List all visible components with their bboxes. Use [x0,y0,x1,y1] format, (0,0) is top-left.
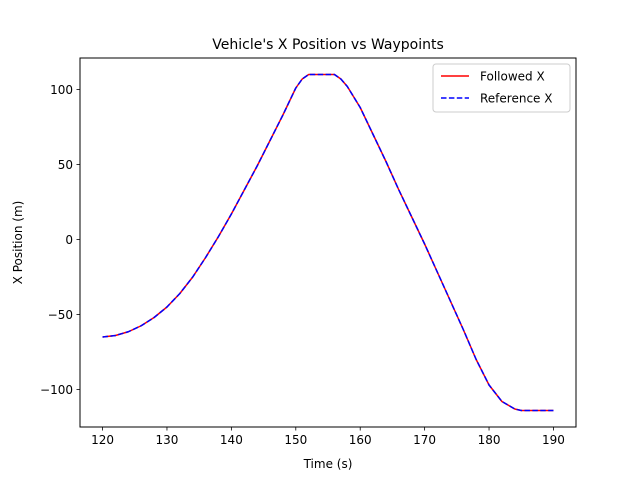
y-tick-label: 50 [58,158,73,172]
x-axis-label: Time (s) [303,457,353,471]
x-tick-label: 130 [156,433,179,447]
y-tick-label: 0 [65,233,73,247]
x-tick-label: 120 [91,433,114,447]
chart-title: Vehicle's X Position vs Waypoints [212,37,444,53]
series-line-reference-x [102,73,554,412]
legend-label-reference-x: Reference X [480,92,552,106]
x-tick-label: 180 [478,433,501,447]
y-axis-label: X Position (m) [11,201,25,285]
legend: Followed X Reference X [432,63,571,113]
x-tick-label: 160 [349,433,372,447]
y-axis-ticks: −100 −50 0 50 100 [40,83,80,397]
y-tick-label: 100 [50,83,73,97]
legend-label-followed-x: Followed X [480,70,545,84]
plot-area-frame [79,57,577,428]
x-tick-label: 150 [284,433,307,447]
y-tick-label: −50 [48,308,73,322]
x-tick-label: 170 [413,433,436,447]
plot-lines [102,73,554,412]
x-axis-ticks: 120 130 140 150 160 170 180 190 [91,427,565,447]
x-tick-label: 140 [220,433,243,447]
x-tick-label: 190 [542,433,565,447]
y-tick-label: −100 [40,383,73,397]
